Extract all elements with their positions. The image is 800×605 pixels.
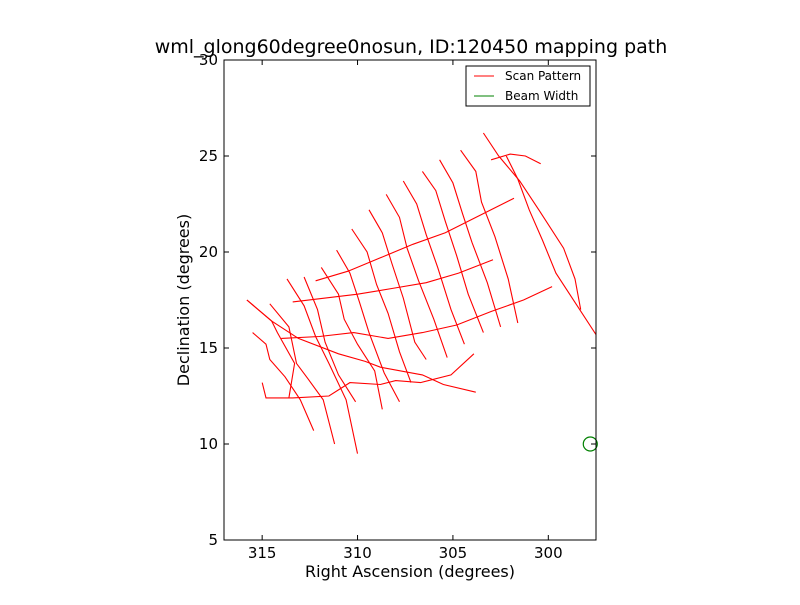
scan-pattern-segment <box>505 155 596 335</box>
scan-pattern-segment <box>439 159 502 328</box>
scan-pattern-segment <box>292 259 494 303</box>
y-axis-label: Declination (degrees) <box>174 214 193 386</box>
y-tick-label: 15 <box>199 339 218 357</box>
x-tick-label: 300 <box>534 544 563 562</box>
scan-pattern-segment <box>460 149 519 324</box>
y-axis-ticks: 5 10 15 20 25 30 <box>199 51 596 549</box>
scan-pattern-segment <box>351 228 412 383</box>
scan-pattern-segment <box>490 153 541 165</box>
scan-pattern-segment <box>421 171 484 333</box>
legend-box <box>465 65 591 107</box>
y-tick-label: 5 <box>208 531 218 549</box>
x-axis-label: Right Ascension (degrees) <box>305 562 515 581</box>
scan-pattern-segment <box>246 299 476 393</box>
scan-pattern-segment <box>286 278 359 454</box>
y-tick-label: 30 <box>199 51 218 69</box>
y-tick-label: 10 <box>199 435 218 453</box>
scan-pattern-segment <box>336 249 400 403</box>
scan-pattern-segment <box>385 194 448 358</box>
scan-pattern-segment <box>269 303 336 445</box>
scan-pattern-segment <box>482 132 582 310</box>
plot-frame <box>223 59 597 541</box>
scan-pattern-segment <box>320 267 383 410</box>
beam-width-marker <box>582 436 598 452</box>
x-tick-label: 305 <box>439 544 468 562</box>
legend-beam-width-label: Beam Width <box>505 89 578 103</box>
legend-scan-pattern-label: Scan Pattern <box>505 69 581 83</box>
scan-pattern-segment <box>315 197 515 282</box>
scan-pattern-series <box>246 132 596 454</box>
scan-pattern-segment <box>252 332 315 431</box>
y-tick-label: 25 <box>199 147 218 165</box>
x-tick-label: 310 <box>343 544 372 562</box>
scan-pattern-segment <box>402 180 465 345</box>
x-tick-label: 315 <box>248 544 277 562</box>
legend: Scan Pattern Beam Width <box>465 65 591 107</box>
y-tick-label: 20 <box>199 243 218 261</box>
scan-pattern-segment <box>281 286 553 339</box>
x-axis-ticks: 315 310 305 300 <box>248 60 563 562</box>
beam-width-series <box>582 436 598 452</box>
scan-pattern-segment <box>303 276 357 403</box>
chart-title: wml_glong60degree0nosun, ID:120450 mappi… <box>155 36 668 58</box>
scan-pattern-segment <box>246 299 296 398</box>
scan-pattern-segment <box>368 209 427 360</box>
scan-pattern-segment <box>261 353 475 399</box>
